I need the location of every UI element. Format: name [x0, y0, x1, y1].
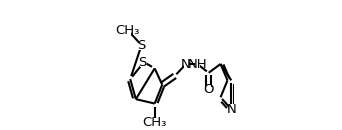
Bar	[124, 25, 131, 35]
Bar	[229, 104, 234, 114]
Bar	[151, 118, 158, 128]
Text: S: S	[139, 56, 147, 69]
Bar	[139, 40, 144, 50]
Text: NH: NH	[187, 57, 207, 70]
Text: CH₃: CH₃	[143, 116, 167, 129]
Text: CH₃: CH₃	[116, 24, 140, 37]
Text: N: N	[181, 57, 191, 70]
Bar	[184, 59, 188, 69]
Text: N: N	[226, 103, 236, 116]
Bar	[206, 85, 211, 95]
Text: S: S	[137, 39, 146, 52]
Bar	[195, 59, 200, 69]
Bar	[140, 57, 145, 67]
Text: O: O	[203, 83, 214, 96]
